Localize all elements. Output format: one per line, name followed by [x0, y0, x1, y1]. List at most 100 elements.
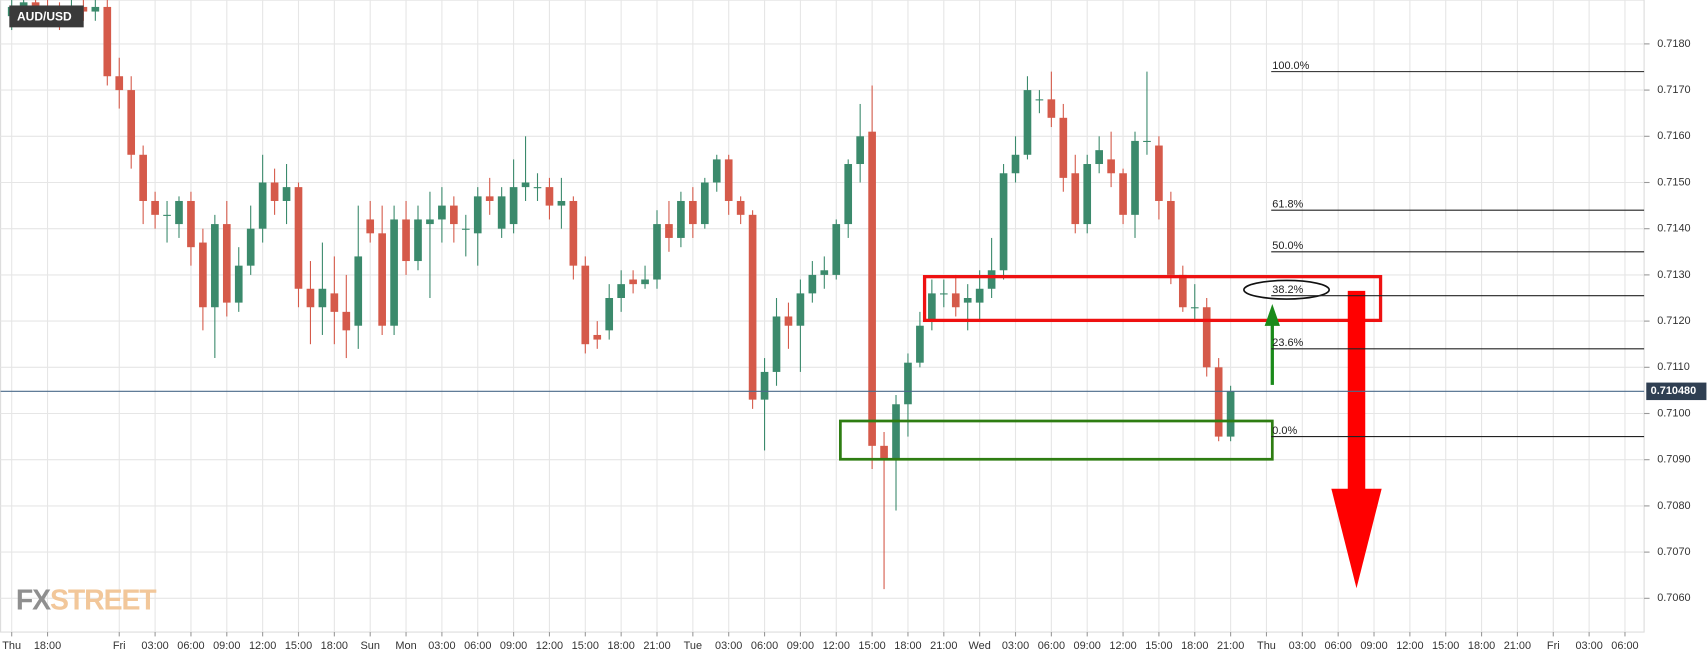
down-arrow-head [1331, 488, 1382, 589]
candle-body [1023, 90, 1032, 155]
candle-body [521, 182, 530, 188]
grid [0, 0, 1645, 633]
candle-body [282, 187, 291, 201]
candle-body [1178, 274, 1187, 308]
candle-body [1059, 117, 1068, 178]
candle-body [1202, 307, 1211, 368]
x-tick-label: 15:00 [1432, 640, 1459, 652]
candle-body [999, 173, 1008, 271]
candle-body [784, 316, 793, 326]
candle-body [928, 293, 936, 322]
x-tick-label: Sun [360, 640, 379, 652]
candle-body [593, 334, 602, 340]
x-tick-label: 18:00 [321, 640, 348, 652]
candle-body [1083, 164, 1092, 225]
candle-body [975, 288, 984, 303]
candle-body [1107, 159, 1115, 174]
fib-label: 50.0% [1272, 240, 1303, 252]
x-tick-label: Fri [113, 640, 126, 652]
candle-body [963, 297, 972, 303]
support-box [839, 419, 1274, 461]
x-tick-label: 03:00 [715, 640, 742, 652]
candle-body [151, 200, 159, 215]
candle-body [1035, 99, 1044, 101]
y-tick-label: 0.7090 [1657, 454, 1690, 466]
fib-label: 23.6% [1272, 337, 1303, 349]
price-tag-label: 0.710480 [1651, 385, 1697, 397]
candle-body [904, 362, 912, 405]
level-highlight [1243, 279, 1330, 300]
candle-body [808, 274, 817, 294]
fib-label: 61.8% [1272, 199, 1303, 211]
candle-body [832, 224, 841, 275]
y-tick-label: 0.7070 [1657, 546, 1690, 558]
candle-body [533, 187, 542, 189]
x-tick-label: Tue [684, 640, 702, 652]
candle-body [1226, 391, 1235, 437]
candle-body [820, 270, 829, 275]
x-tick-label: Wed [969, 640, 991, 652]
candle-body [450, 205, 458, 225]
candle-body [951, 293, 960, 308]
candle-body [617, 284, 625, 298]
x-tick-label: 18:00 [607, 640, 634, 652]
x-tick-label: 21:00 [643, 640, 670, 652]
candle-body [163, 214, 171, 216]
x-tick-label: Thu [1257, 640, 1276, 652]
x-tick-label: 03:00 [1289, 640, 1316, 652]
candle-body [1190, 307, 1199, 309]
candle-body [1214, 367, 1223, 437]
plot-area [0, 0, 1645, 633]
candle-body [796, 293, 805, 326]
candle-body [306, 288, 315, 308]
x-tick-label: 12:00 [1109, 640, 1136, 652]
candle-body [222, 224, 231, 303]
candle-body [939, 293, 948, 295]
candle-body [748, 214, 757, 400]
x-tick-label: 06:00 [1038, 640, 1065, 652]
candle-body [414, 219, 422, 262]
candle-body [677, 200, 685, 238]
candle-body [509, 187, 518, 225]
candle-body [485, 196, 494, 201]
x-tick-label: 12:00 [823, 640, 850, 652]
candle-body [318, 288, 327, 308]
candle-body [916, 325, 924, 363]
candle-body [473, 196, 482, 234]
logo-street: STREET [50, 584, 157, 616]
candle-body [270, 182, 279, 201]
candle-body [880, 445, 888, 460]
resistance-box [922, 275, 1383, 323]
candle-body [354, 256, 363, 326]
x-tick-label: 09:00 [787, 640, 814, 652]
x-tick-label: 12:00 [249, 640, 276, 652]
down-arrow-shaft [1347, 290, 1366, 490]
candle-body [856, 136, 864, 165]
x-tick-label: 09:00 [1360, 640, 1387, 652]
x-tick-label: Mon [395, 640, 416, 652]
candle-body [246, 228, 255, 266]
x-tick-label: 21:00 [1217, 640, 1244, 652]
x-tick-label: 18:00 [34, 640, 61, 652]
fib-label: 38.2% [1272, 284, 1303, 296]
candle-body [581, 265, 590, 345]
chart-title: AUD/USD [17, 10, 72, 24]
candle-body [187, 200, 195, 248]
candle-body [1155, 145, 1163, 201]
candle-body [689, 200, 697, 225]
candles [7, 0, 1235, 590]
x-tick-label: 12:00 [536, 640, 563, 652]
x-tick-label: 03:00 [1575, 640, 1602, 652]
x-tick-label: 09:00 [1074, 640, 1101, 652]
x-tick-label: 18:00 [894, 640, 921, 652]
candle-body [724, 159, 733, 201]
candle-body [402, 219, 410, 262]
candle-body [653, 224, 661, 280]
candle-body [1011, 154, 1020, 174]
badge-bg [9, 5, 84, 28]
fib-label: 0.0% [1272, 425, 1297, 437]
candle-body [461, 228, 470, 230]
axes: 0.7060 0.7070 0.7080 0.7090 0.7100 0.7110 0.71… [2, 38, 1707, 652]
